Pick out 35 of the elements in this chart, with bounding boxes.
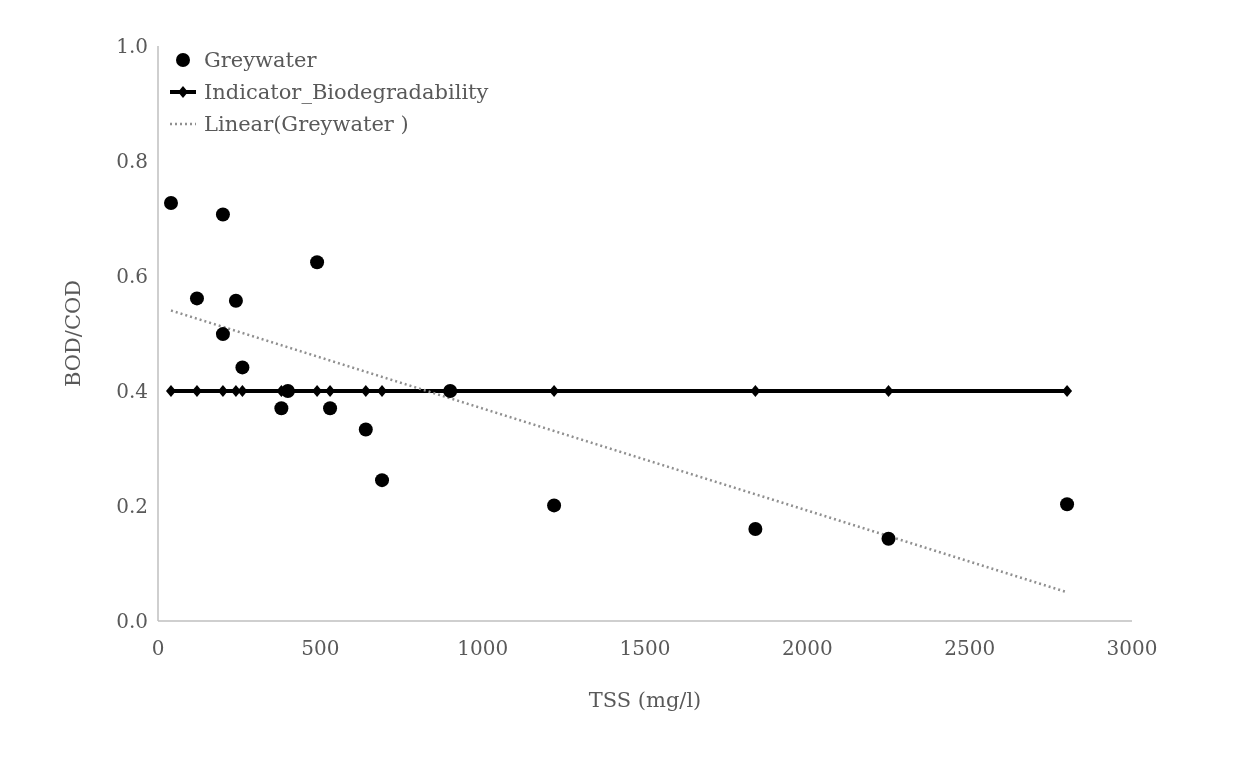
x-tick-label: 500: [301, 636, 340, 660]
point: [310, 255, 325, 270]
x-tick-label: 1000: [457, 636, 509, 660]
y-tick-label: 0.8: [116, 149, 148, 173]
point: [215, 327, 230, 342]
legend-label: Indicator_Biodegradability: [204, 80, 489, 105]
y-tick-label: 0.2: [116, 494, 148, 518]
x-tick-label: 2000: [781, 636, 833, 660]
y-tick-label: 0.6: [116, 264, 148, 288]
point: [323, 401, 338, 416]
x-tick-label: 1500: [619, 636, 671, 660]
point: [163, 195, 178, 210]
x-tick-label: 0: [151, 636, 165, 660]
x-axis-title: TSS (mg/l): [588, 688, 702, 712]
legend-label: Greywater: [204, 48, 318, 73]
legend-label: Linear(Greywater ): [204, 112, 409, 137]
point: [165, 385, 176, 397]
y-tick-label: 0.0: [116, 609, 148, 633]
point: [748, 522, 763, 536]
point: [375, 473, 390, 488]
point: [547, 498, 562, 513]
point: [881, 531, 896, 546]
point: [1062, 385, 1073, 397]
point: [189, 291, 204, 306]
point: [274, 401, 289, 416]
x-tick-label: 3000: [1106, 636, 1158, 660]
point: [215, 207, 230, 222]
point: [235, 360, 250, 375]
point: [358, 422, 373, 437]
point: [1060, 497, 1075, 512]
y-tick-label: 0.4: [116, 379, 148, 403]
x-tick-label: 2500: [944, 636, 996, 660]
y-tick-label: 1.0: [116, 34, 148, 58]
y-axis-title: BOD/COD: [61, 279, 85, 388]
point: [228, 293, 243, 308]
